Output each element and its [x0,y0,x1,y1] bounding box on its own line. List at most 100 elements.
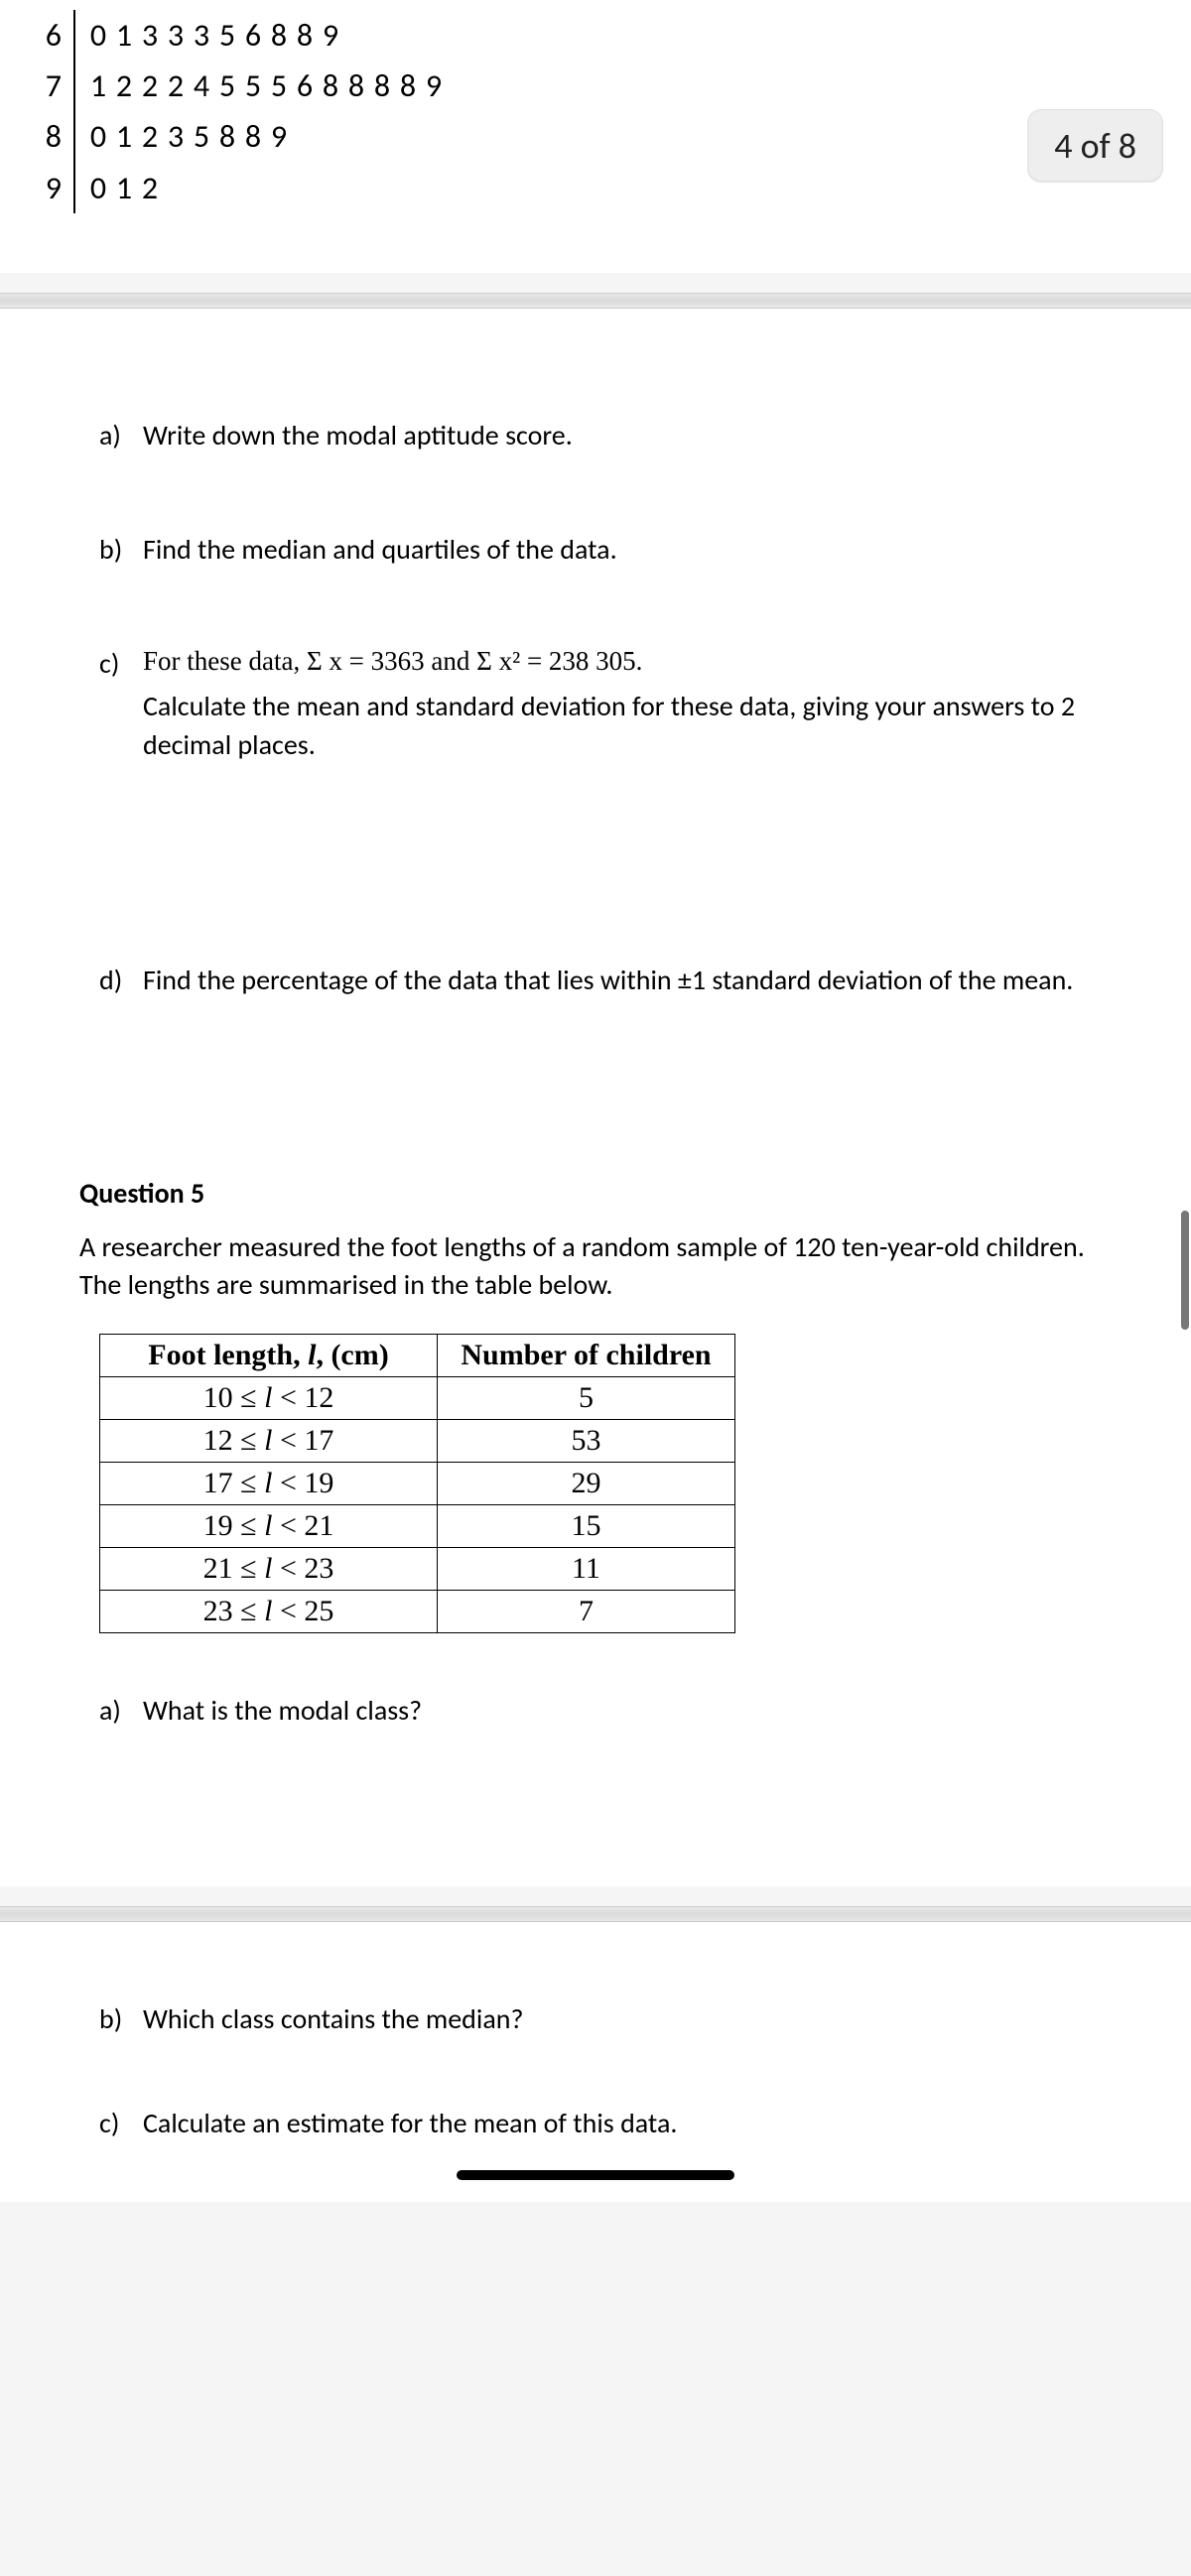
table-cell: 11 [438,1547,735,1590]
table-cell: 19 ≤ l < 21 [100,1504,438,1547]
leaf-value: 9 [318,10,343,61]
stem-leaf-row: 9012 [38,163,1161,213]
leaf-values: 0133356889 [75,10,343,61]
leaf-value: 6 [240,10,266,61]
q4-c: c) For these data, Σ x = 3363 and Σ x² =… [99,646,1112,764]
document-page-middle: a) Write down the modal aptitude score. … [0,309,1191,1886]
leaf-value: 8 [266,10,292,61]
q4-d: d) Find the percentage of the data that … [99,963,1112,997]
item-label: c) [99,2106,143,2140]
leaf-value: 5 [214,61,240,111]
leaf-values: 01235889 [75,111,292,162]
leaf-value: 9 [421,61,447,111]
leaf-value: 2 [137,163,163,213]
leaf-value: 3 [137,10,163,61]
table-cell: 29 [438,1462,735,1504]
leaf-value: 8 [292,10,318,61]
leaf-value: 3 [163,10,189,61]
item-label: b) [99,532,143,567]
item-label: d) [99,963,143,997]
table-row: 21 ≤ l < 2311 [100,1547,735,1590]
item-text: Write down the modal aptitude score. [143,418,1112,452]
table-cell: 5 [438,1376,735,1419]
leaf-value: 8 [343,61,369,111]
leaf-value: 4 [189,61,214,111]
scrollbar-thumb[interactable] [1181,1211,1189,1330]
leaf-value: 1 [85,61,111,111]
stem-leaf-row: 801235889 [38,111,1161,162]
leaf-value: 5 [214,10,240,61]
page-gap [0,293,1191,309]
leaf-value: 5 [266,61,292,111]
leaf-value: 8 [318,61,343,111]
stem-value: 6 [38,10,75,61]
document-page-top: 4 of 8 601333568897122245556888898012358… [0,0,1191,273]
leaf-values: 012 [75,163,163,213]
table-cell: 15 [438,1504,735,1547]
leaf-value: 6 [292,61,318,111]
question-5-items: a) What is the modal class? [30,1633,1161,1728]
leaf-value: 2 [163,61,189,111]
item-label: a) [99,1693,143,1728]
q5-a: a) What is the modal class? [99,1693,1112,1728]
item-content: For these data, Σ x = 3363 and Σ x² = 23… [143,646,1112,764]
header-text: Foot length, l, (cm) [148,1339,388,1371]
stem-leaf-plot: 601333568897122245556888898012358899012 [30,0,1161,213]
table-row: 17 ≤ l < 1929 [100,1462,735,1504]
leaf-value: 2 [111,61,137,111]
table-cell: 12 ≤ l < 17 [100,1419,438,1462]
leaf-value: 8 [369,61,395,111]
leaf-value: 8 [214,111,240,162]
table-row: 23 ≤ l < 257 [100,1590,735,1632]
page-indicator-badge: 4 of 8 [1027,109,1163,183]
document-page-bottom: b) Which class contains the median? c) C… [0,1922,1191,2202]
leaf-value: 5 [189,111,214,162]
table-cell: 10 ≤ l < 12 [100,1376,438,1419]
leaf-value: 8 [395,61,421,111]
sigma-note: For these data, Σ x = 3363 and Σ x² = 23… [143,646,1112,677]
leaf-value: 0 [85,163,111,213]
item-label: a) [99,418,143,452]
leaf-value: 1 [111,111,137,162]
stem-value: 9 [38,163,75,213]
leaf-value: 5 [240,61,266,111]
table-cell: 53 [438,1419,735,1462]
page-gap [0,1906,1191,1922]
leaf-value: 1 [111,10,137,61]
item-text: Find the median and quartiles of the dat… [143,532,1112,567]
question-5-intro: A researcher measured the foot lengths o… [79,1228,1112,1304]
stem-value: 7 [38,61,75,111]
item-text: Which class contains the median? [143,2001,1112,2036]
leaf-value: 0 [85,111,111,162]
q5-c: c) Calculate an estimate for the mean of… [99,2106,1112,2140]
table-cell: 21 ≤ l < 23 [100,1547,438,1590]
item-label: b) [99,2001,143,2036]
item-text: Find the percentage of the data that lie… [143,963,1112,997]
question-5-title: Question 5 [79,1176,1161,1211]
leaf-value: 0 [85,10,111,61]
question-4-items: a) Write down the modal aptitude score. … [30,348,1161,997]
table-cell: 23 ≤ l < 25 [100,1590,438,1632]
table-cell: 7 [438,1590,735,1632]
stem-leaf-row: 712224555688889 [38,61,1161,111]
item-text: Calculate an estimate for the mean of th… [143,2106,1112,2140]
foot-length-table: Foot length, l, (cm) Number of children … [99,1334,735,1633]
table-row: 10 ≤ l < 125 [100,1376,735,1419]
stem-leaf-row: 60133356889 [38,10,1161,61]
leaf-value: 8 [240,111,266,162]
q5-b: b) Which class contains the median? [99,2001,1112,2036]
q4-b: b) Find the median and quartiles of the … [99,532,1112,567]
item-text: What is the modal class? [143,1693,1112,1728]
stem-value: 8 [38,111,75,162]
home-indicator [457,2170,734,2180]
question-5-items-cont: b) Which class contains the median? c) C… [30,2001,1161,2140]
q4-a: a) Write down the modal aptitude score. [99,418,1112,452]
leaf-value: 2 [137,111,163,162]
leaf-value: 3 [189,10,214,61]
table-header: Foot length, l, (cm) [100,1334,438,1376]
item-text: Calculate the mean and standard deviatio… [143,687,1112,764]
leaf-value: 9 [266,111,292,162]
table-header: Number of children [438,1334,735,1376]
leaf-value: 3 [163,111,189,162]
table-row: 19 ≤ l < 2115 [100,1504,735,1547]
